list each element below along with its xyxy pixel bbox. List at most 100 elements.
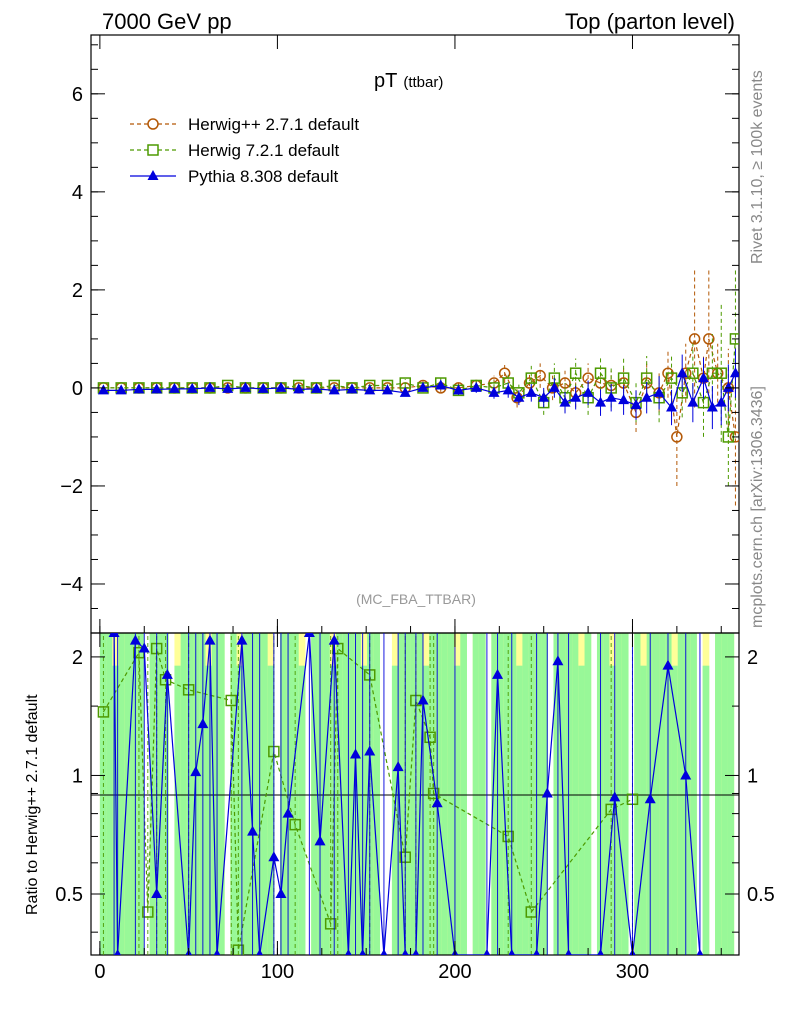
y-tick-ratio-label: 0.5 — [55, 884, 83, 906]
data-point — [582, 386, 594, 397]
x-tick-label: 0 — [94, 961, 105, 983]
data-point — [381, 384, 393, 395]
ratio-point — [502, 830, 514, 843]
ratio-point — [680, 769, 692, 780]
header-left: 7000 GeV pp — [102, 9, 232, 34]
ratio-point — [483, 949, 491, 955]
ratio-band-green — [553, 633, 561, 955]
ratio-band-green — [137, 633, 144, 955]
ratio-band-green — [609, 665, 617, 955]
data-point — [688, 333, 701, 345]
ratio-band-green — [491, 633, 499, 955]
ratio-band-green — [522, 633, 530, 955]
ratio-point — [541, 787, 553, 798]
ratio-band-green — [217, 633, 225, 955]
ratio-band-green — [292, 633, 300, 955]
ratio-band-green — [429, 633, 436, 955]
ratio-point — [275, 887, 287, 898]
mcplots-label: mcplots.cern.ch [arXiv:1306.3436] — [749, 386, 766, 628]
ratio-band-green — [360, 665, 368, 955]
data-point — [653, 386, 665, 397]
legend: Herwig++ 2.7.1 default Herwig 7.2.1 defau… — [130, 115, 359, 186]
ratio-band-green — [659, 633, 666, 955]
ratio-band-green — [323, 633, 331, 955]
ratio-point — [97, 706, 110, 718]
data-point — [570, 391, 582, 402]
ratio-point — [359, 949, 366, 955]
ratio-point — [129, 634, 141, 645]
legend-marker — [147, 144, 159, 156]
ratio-band-green — [584, 633, 592, 955]
ratio-point — [142, 906, 154, 918]
data-point — [222, 382, 234, 393]
ratio-band-green — [106, 633, 113, 955]
ratio-band-green — [671, 665, 679, 955]
data-point — [665, 372, 678, 384]
data-point — [722, 381, 734, 392]
ratio-point — [328, 634, 340, 645]
ratio-band-green — [621, 633, 629, 955]
main-axes: −4 −2 0 2 4 6 — [60, 35, 739, 634]
ratio-point — [161, 668, 173, 679]
ratio-band-green — [454, 665, 461, 955]
ratio-point — [609, 791, 621, 802]
ratio-band-green — [721, 633, 728, 955]
data-point — [346, 383, 358, 394]
ratio-band-green — [528, 633, 536, 955]
ratio-band-green — [118, 633, 126, 955]
ratio-band-green — [317, 633, 325, 955]
ratio-band-green — [149, 633, 157, 955]
ratio-point — [417, 694, 429, 705]
y-tick-ratio-label-right: 1 — [747, 765, 758, 787]
ratio-band-green — [441, 633, 449, 955]
data-point — [706, 367, 719, 379]
ratio-band-green — [286, 633, 294, 955]
data-point — [293, 383, 305, 394]
y-tick-ratio-label-right: 2 — [747, 647, 758, 669]
ratio-point — [314, 835, 326, 846]
y-tick-ratio-label: 2 — [72, 647, 83, 669]
ratio-band-green — [329, 665, 337, 955]
data-point — [617, 372, 630, 384]
y-tick-label: 6 — [72, 84, 83, 106]
ratio-plot — [97, 633, 704, 955]
data-point — [97, 384, 109, 395]
data-point — [275, 381, 287, 392]
data-point — [328, 384, 340, 395]
data-point — [525, 372, 538, 384]
data-point — [257, 382, 269, 393]
ratio-band-green — [404, 633, 412, 955]
ratio-band-green — [261, 633, 269, 955]
ratio-point — [424, 731, 436, 744]
ratio-band-green — [603, 633, 610, 955]
data-point — [502, 384, 514, 395]
data-point — [115, 384, 127, 395]
ratio-point — [114, 949, 121, 955]
ratio-point — [533, 949, 540, 955]
ratio-point — [412, 949, 420, 955]
data-point — [715, 367, 727, 379]
ratio-band-green — [155, 633, 163, 955]
ratio-point — [268, 851, 280, 862]
ratio-band-green — [236, 665, 244, 955]
ratio-band-green — [422, 665, 430, 955]
ratio-band-green — [130, 633, 138, 955]
ratio-band-green — [367, 633, 374, 955]
ratio-point — [350, 748, 362, 759]
data-point — [729, 333, 739, 345]
ratio-point — [431, 797, 443, 808]
ratio-point — [236, 634, 248, 645]
data-point — [687, 396, 699, 407]
chart-title: pT (ttbar) — [374, 70, 443, 92]
ratio-point — [303, 633, 315, 637]
data-point — [435, 379, 447, 390]
data-point — [630, 399, 642, 410]
data-point — [151, 383, 163, 394]
ratio-point — [256, 949, 263, 955]
header-right: Top (parton level) — [565, 9, 735, 34]
ratio-band-green — [354, 633, 362, 955]
y-tick-label: 4 — [72, 182, 83, 204]
ratio-band-green — [180, 633, 188, 955]
ratio-band-green — [373, 633, 380, 955]
ratio-band-green — [447, 633, 455, 955]
